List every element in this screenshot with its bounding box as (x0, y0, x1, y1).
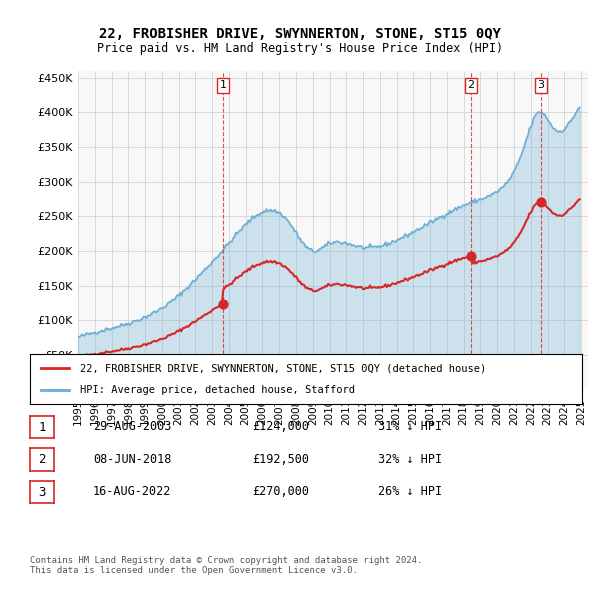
Text: 2: 2 (467, 80, 475, 90)
Text: 31% ↓ HPI: 31% ↓ HPI (378, 420, 442, 433)
Text: 3: 3 (38, 486, 46, 499)
Point (218, 299, 228, 308)
Text: £192,500: £192,500 (252, 453, 309, 466)
Text: 2: 2 (38, 453, 46, 466)
Text: 26% ↓ HPI: 26% ↓ HPI (378, 485, 442, 498)
Point (466, 251, 476, 261)
Text: 32% ↓ HPI: 32% ↓ HPI (378, 453, 442, 466)
Text: 22, FROBISHER DRIVE, SWYNNERTON, STONE, ST15 0QY: 22, FROBISHER DRIVE, SWYNNERTON, STONE, … (99, 27, 501, 41)
Text: £270,000: £270,000 (252, 485, 309, 498)
Text: Contains HM Land Registry data © Crown copyright and database right 2024.
This d: Contains HM Land Registry data © Crown c… (30, 556, 422, 575)
Text: 1: 1 (38, 421, 46, 434)
Text: Price paid vs. HM Land Registry's House Price Index (HPI): Price paid vs. HM Land Registry's House … (97, 42, 503, 55)
Text: 3: 3 (538, 80, 545, 90)
Text: HPI: Average price, detached house, Stafford: HPI: Average price, detached house, Staf… (80, 385, 355, 395)
Text: 22, FROBISHER DRIVE, SWYNNERTON, STONE, ST15 0QY (detached house): 22, FROBISHER DRIVE, SWYNNERTON, STONE, … (80, 363, 486, 373)
Text: 16-AUG-2022: 16-AUG-2022 (93, 485, 172, 498)
Text: 1: 1 (220, 80, 227, 90)
Text: 29-AUG-2003: 29-AUG-2003 (93, 420, 172, 433)
Text: 08-JUN-2018: 08-JUN-2018 (93, 453, 172, 466)
Point (536, 198, 546, 207)
Text: £124,000: £124,000 (252, 420, 309, 433)
